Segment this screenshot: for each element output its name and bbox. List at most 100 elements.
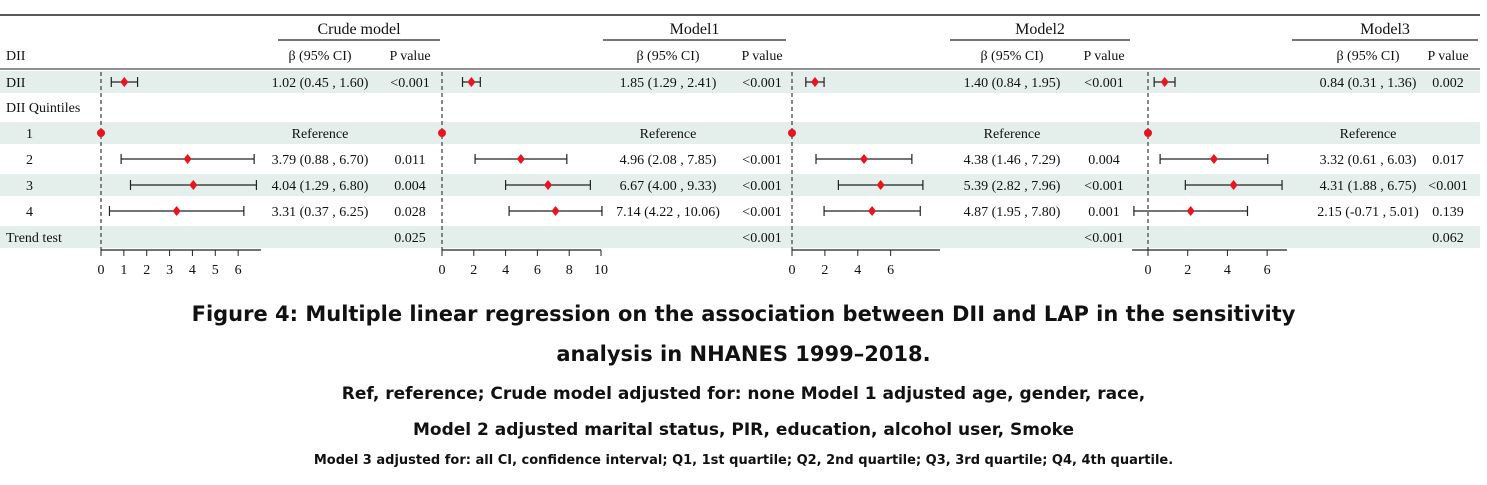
reference-point: [97, 129, 105, 137]
column-header-beta: β (95% CI): [980, 49, 1043, 64]
reference-label: Reference: [1340, 127, 1397, 142]
row-label: DII: [6, 76, 26, 91]
beta-ci-value: 0.84 (0.31 , 1.36): [1320, 76, 1417, 91]
beta-ci-value: 2.15 (-0.71 , 5.01): [1317, 205, 1419, 220]
reference-label: Reference: [640, 127, 697, 142]
p-value: 0.004: [394, 179, 426, 194]
beta-ci-value: 3.31 (0.37 , 6.25): [272, 205, 369, 220]
row-label: 4: [26, 205, 33, 220]
row-label: Trend test: [6, 231, 62, 246]
p-value: <0.001: [1084, 76, 1123, 91]
column-header-beta: β (95% CI): [288, 49, 351, 64]
x-tick-label: 4: [1224, 263, 1231, 278]
column-header-beta: β (95% CI): [636, 49, 699, 64]
p-value: <0.001: [742, 76, 781, 91]
caption-note-line-2: Model 2 adjusted marital status, PIR, ed…: [412, 420, 1075, 440]
p-value: 0.011: [395, 153, 426, 168]
point-estimate: [1209, 154, 1218, 164]
reference-label: Reference: [984, 127, 1041, 142]
row-band: [0, 174, 1480, 196]
x-tick-label: 2: [470, 263, 477, 278]
point-estimate: [516, 154, 525, 164]
x-tick-label: 6: [235, 263, 242, 278]
beta-ci-value: 3.79 (0.88 , 6.70): [272, 153, 369, 168]
model-title: Model2: [1015, 21, 1065, 38]
beta-ci-value: 7.14 (4.22 , 10.06): [616, 205, 720, 220]
x-tick-label: 6: [887, 263, 894, 278]
row-label: 2: [26, 153, 33, 168]
p-value: <0.001: [1084, 179, 1123, 194]
beta-ci-value: 1.40 (0.84 , 1.95): [964, 76, 1061, 91]
x-tick-label: 4: [189, 263, 196, 278]
p-value: 0.004: [1088, 153, 1120, 168]
column-header-p: P value: [389, 49, 430, 64]
beta-ci-value: 6.67 (4.00 , 9.33): [620, 179, 717, 194]
x-tick-label: 6: [1264, 263, 1271, 278]
point-estimate: [172, 206, 181, 216]
x-tick-label: 4: [854, 263, 861, 278]
point-estimate: [811, 77, 820, 87]
row-label: 1: [26, 127, 33, 142]
x-tick-label: 5: [212, 263, 219, 278]
p-value: <0.001: [742, 231, 781, 246]
x-tick-label: 0: [98, 263, 105, 278]
p-value: <0.001: [742, 153, 781, 168]
model-title: Crude model: [317, 21, 401, 38]
beta-ci-value: 4.87 (1.95 , 7.80): [964, 205, 1061, 220]
model-title: Model3: [1360, 21, 1410, 38]
row-label: DII Quintiles: [6, 101, 80, 116]
point-estimate: [551, 206, 560, 216]
point-estimate: [467, 77, 476, 87]
beta-ci-value: 1.85 (1.29 , 2.41): [620, 76, 717, 91]
beta-ci-value: 4.38 (1.46 , 7.29): [964, 153, 1061, 168]
x-tick-label: 2: [143, 263, 150, 278]
column-header-beta: β (95% CI): [1336, 49, 1399, 64]
beta-ci-value: 3.32 (0.61 , 6.03): [1320, 153, 1417, 168]
point-estimate: [1229, 180, 1238, 190]
p-value: <0.001: [742, 205, 781, 220]
beta-ci-value: 1.02 (0.45 , 1.60): [272, 76, 369, 91]
beta-ci-value: 4.31 (1.88 , 6.75): [1320, 179, 1417, 194]
row-band: [0, 226, 1480, 248]
p-value: 0.025: [394, 231, 426, 246]
point-estimate: [1160, 77, 1169, 87]
p-value: 0.062: [1432, 231, 1464, 246]
point-estimate: [868, 206, 877, 216]
p-value: <0.001: [742, 179, 781, 194]
x-tick-label: 3: [166, 263, 173, 278]
row-band: [0, 122, 1480, 144]
p-value: <0.001: [1428, 179, 1467, 194]
x-tick-label: 0: [1145, 263, 1152, 278]
column-header-p: P value: [1427, 49, 1468, 64]
caption-title-line-2: analysis in NHANES 1999–2018.: [556, 342, 931, 366]
p-value: 0.002: [1432, 76, 1464, 91]
caption-title-line-1: Figure 4: Multiple linear regression on …: [191, 302, 1296, 326]
p-value: 0.001: [1088, 205, 1120, 220]
p-value: <0.001: [1084, 231, 1123, 246]
reference-point: [788, 129, 796, 137]
x-tick-label: 1: [120, 263, 127, 278]
column-header-p: P value: [1083, 49, 1124, 64]
reference-point: [1144, 129, 1152, 137]
p-value: 0.028: [394, 205, 426, 220]
forest-plot: DII DII DII Quintiles 1 2 3 4 Trend test Crude m…: [0, 14, 1480, 278]
reference-point: [438, 129, 446, 137]
x-tick-label: 0: [439, 263, 446, 278]
column-header-dii: DII: [6, 49, 26, 64]
x-tick-label: 6: [534, 263, 541, 278]
row-label: 3: [26, 179, 33, 194]
reference-label: Reference: [292, 127, 349, 142]
x-tick-label: 4: [502, 263, 509, 278]
point-estimate: [183, 154, 192, 164]
beta-ci-value: 4.04 (1.29 , 6.80): [272, 179, 369, 194]
beta-ci-value: 5.39 (2.82 , 7.96): [964, 179, 1061, 194]
x-tick-label: 10: [594, 263, 608, 278]
model-title: Model1: [670, 21, 720, 38]
beta-ci-value: 4.96 (2.08 , 7.85): [620, 153, 717, 168]
point-estimate: [876, 180, 885, 190]
x-tick-label: 2: [821, 263, 828, 278]
x-tick-label: 8: [566, 263, 573, 278]
x-tick-label: 0: [789, 263, 796, 278]
row-band: [0, 71, 1480, 93]
point-estimate: [860, 154, 869, 164]
